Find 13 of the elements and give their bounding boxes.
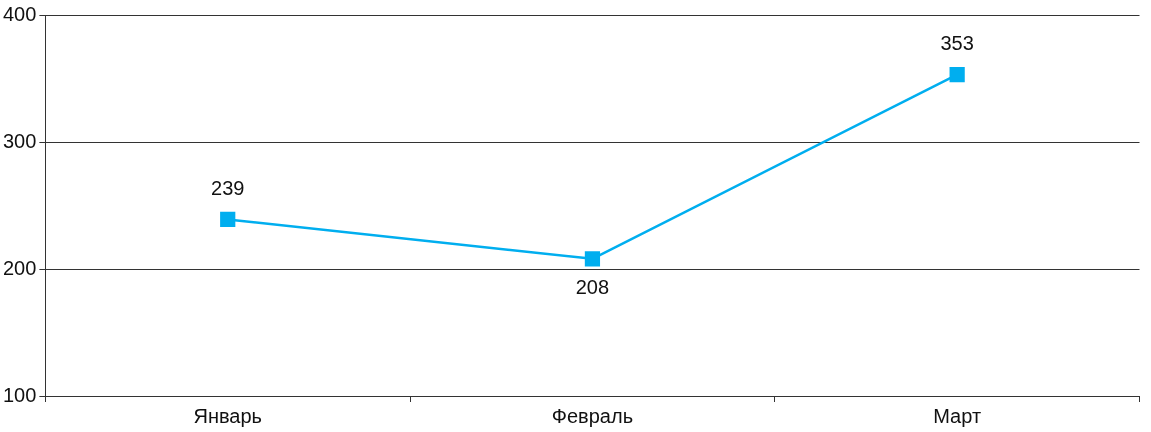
x-tick-label: Февраль xyxy=(551,404,634,427)
data-label: 208 xyxy=(575,276,610,299)
x-tick-label: Январь xyxy=(193,404,263,427)
x-tick-label: Март xyxy=(933,404,982,427)
y-tick-label: 100 xyxy=(2,383,37,406)
point xyxy=(584,251,601,267)
point xyxy=(220,211,236,228)
y-tick-label: 400 xyxy=(2,2,37,25)
point xyxy=(949,67,965,83)
data-label: 353 xyxy=(940,32,974,55)
y-tick-label: 300 xyxy=(2,129,37,152)
y-tick-label: 200 xyxy=(2,256,37,279)
data-label: 239 xyxy=(211,176,245,199)
